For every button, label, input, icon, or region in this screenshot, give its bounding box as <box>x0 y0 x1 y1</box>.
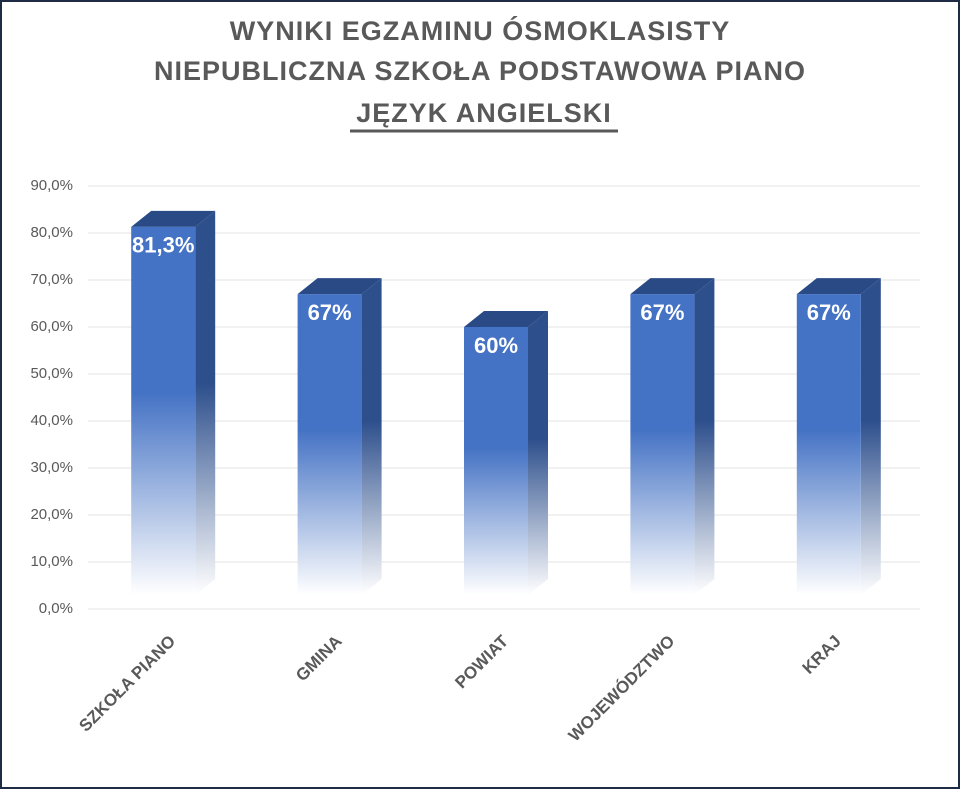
bar-front <box>131 226 196 595</box>
y-tick-label: 20,0% <box>30 506 73 523</box>
chart-subject: JĘZYK ANGIELSKI <box>356 98 612 128</box>
y-tick-label: 70,0% <box>30 271 73 288</box>
y-tick-label: 80,0% <box>30 224 73 241</box>
bar-front <box>796 294 861 595</box>
bar-top <box>464 311 548 327</box>
value-label: 60% <box>474 333 518 358</box>
value-label: 67% <box>640 300 684 325</box>
bar <box>796 278 881 595</box>
chart-title: WYNIKI EGZAMINU ÓSMOKLASISTY <box>230 15 731 46</box>
bar-front <box>630 294 695 595</box>
bar-side <box>361 278 382 595</box>
bar-side <box>528 311 548 595</box>
y-tick-label: 40,0% <box>30 412 73 429</box>
bar-side <box>195 210 216 595</box>
value-label: 67% <box>807 300 851 325</box>
bar <box>630 278 715 595</box>
bar-side <box>694 278 715 595</box>
bar <box>131 210 216 595</box>
y-tick-label: 10,0% <box>30 553 73 570</box>
chart-subtitle: NIEPUBLICZNA SZKOŁA PODSTAWOWA PIANO <box>154 56 806 86</box>
bar-front <box>464 327 528 595</box>
bar-top <box>630 278 715 295</box>
value-label: 67% <box>308 300 352 325</box>
y-tick-label: 60,0% <box>30 318 73 335</box>
bar-top <box>297 278 382 295</box>
y-tick-label: 90,0% <box>30 177 73 194</box>
bar-front <box>297 294 362 595</box>
value-label: 81,3% <box>132 233 194 258</box>
y-tick-label: 0,0% <box>39 600 73 617</box>
bar <box>464 311 548 595</box>
bar-top <box>796 278 881 295</box>
y-tick-label: 50,0% <box>30 365 73 382</box>
bar-top <box>131 210 216 227</box>
bar <box>297 278 382 595</box>
bar-side <box>860 278 881 595</box>
y-tick-label: 30,0% <box>30 459 73 476</box>
